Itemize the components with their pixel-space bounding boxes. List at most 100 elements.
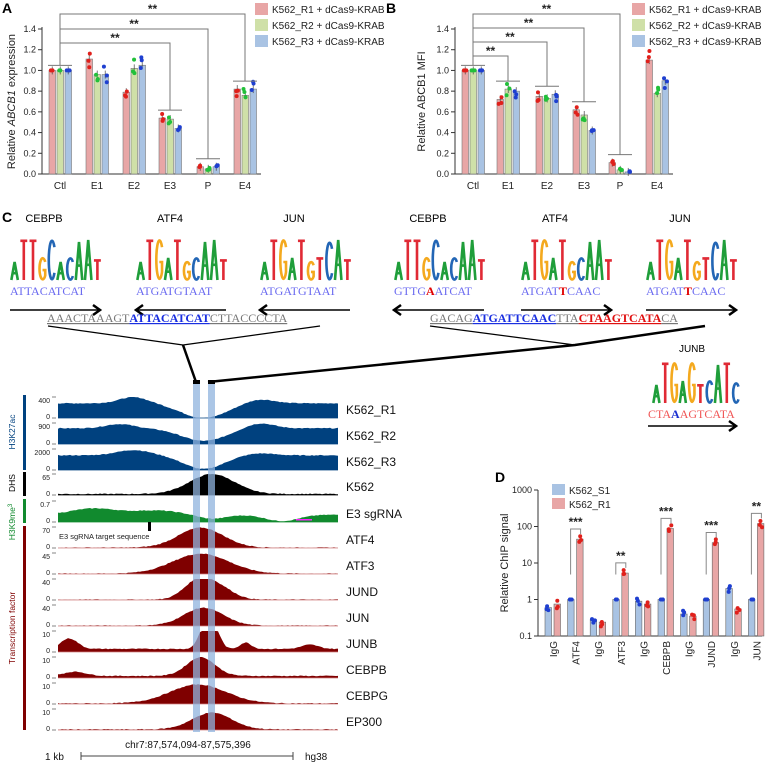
bar <box>657 599 665 637</box>
data-point <box>243 95 248 100</box>
bar <box>461 70 469 175</box>
context-sequence-right: GACAGATGATTCAACTTACTAAGTCATACA <box>430 311 678 325</box>
data-point <box>577 539 582 544</box>
sequence-segment: A <box>426 284 435 298</box>
significance-label: *** <box>569 515 583 529</box>
data-point <box>757 522 762 527</box>
data-point <box>504 93 509 98</box>
region-marker <box>193 380 200 384</box>
motif-name: JUN <box>283 213 304 225</box>
motif-logo-letter-A <box>721 240 727 280</box>
motif-logo-letter-A <box>469 240 475 280</box>
track-label: K562_R2 <box>346 429 396 443</box>
track-scale-max: 45 <box>42 554 50 561</box>
track-group-bar <box>23 395 26 470</box>
y-tick-label: 1.0 <box>436 65 449 75</box>
data-point <box>658 597 663 602</box>
motif-logo-letter-T <box>30 241 37 280</box>
track-label: JUND <box>346 585 378 599</box>
legend-swatch <box>255 19 268 31</box>
motif-logo-letter-G <box>694 262 700 279</box>
motif-logo-letter-C <box>733 383 738 402</box>
y-tick-label: 1.4 <box>23 24 36 34</box>
orientation-arrow-icon <box>603 303 614 317</box>
x-tick-label: ATF3 <box>617 641 628 665</box>
track-group-label: Transcription factor <box>7 592 17 665</box>
data-point <box>621 571 626 576</box>
x-tick-label: E4 <box>239 181 252 192</box>
motif-logo-letter-A <box>395 262 401 280</box>
track-scale-max: 900 <box>38 424 50 431</box>
y-tick-label: 0.4 <box>436 128 449 138</box>
motif-name: ATF4 <box>157 213 183 225</box>
bar <box>580 114 588 175</box>
y-axis-label-part: expression <box>6 34 18 90</box>
bar <box>588 130 596 175</box>
data-point <box>598 624 603 629</box>
motif-logo <box>261 240 350 280</box>
track-label: ATF3 <box>346 559 375 573</box>
genome-build-label: hg38 <box>305 752 328 763</box>
data-point <box>87 65 92 70</box>
data-point <box>235 88 240 93</box>
scale-bar-label: 1 kb <box>45 752 64 763</box>
data-point <box>591 620 596 625</box>
track-group-label-superscript: 3 <box>8 503 14 507</box>
track-signal <box>58 397 338 418</box>
data-point <box>656 85 661 90</box>
track-scale-min: 0 <box>46 518 50 525</box>
motif-logo-letter-A <box>441 262 447 280</box>
bar <box>233 88 241 175</box>
sequence-segment: T <box>684 284 692 298</box>
sequence-segment: CTAAGTCATA <box>579 311 662 325</box>
motif-logo-letter-T <box>697 385 704 403</box>
y-axis-label: Relative ABCB1 MFI <box>416 51 428 151</box>
y-tick-label: 1000 <box>512 485 532 495</box>
sequence-segment: ATGAT <box>646 284 685 298</box>
bar <box>621 572 629 637</box>
x-tick-label: E1 <box>502 181 515 192</box>
data-point <box>669 523 674 528</box>
bar <box>535 96 543 175</box>
data-point <box>621 568 626 573</box>
bar <box>757 523 765 637</box>
zoom-connector-right <box>207 324 706 384</box>
motif-logo <box>137 240 226 280</box>
data-point <box>207 166 212 171</box>
panel-label-a: A <box>2 0 12 16</box>
locus-label: chr7:87,574,094-87,575,396 <box>125 740 251 751</box>
motif-logo-letter-C <box>451 258 457 279</box>
track-group-bar <box>23 472 26 496</box>
bar <box>469 70 477 175</box>
data-point <box>535 90 540 95</box>
data-point <box>574 105 579 110</box>
significance-bracket <box>570 528 582 575</box>
sequence-segment: CAAC <box>567 284 600 298</box>
track-scale-min: 0 <box>46 544 50 551</box>
motif-logo-letter-T <box>404 241 411 280</box>
track-scale-max: 2000 <box>34 450 50 457</box>
motif-logo-letter-A <box>211 240 217 280</box>
data-point <box>618 167 623 172</box>
significance-label: ** <box>129 17 139 31</box>
data-point <box>249 87 254 92</box>
motif-logo-letter-A <box>261 262 267 280</box>
panel-label-b: B <box>386 0 396 16</box>
data-point <box>568 597 573 602</box>
motif-logo-letter-G <box>156 240 162 278</box>
legend-swatch <box>255 3 268 15</box>
bar <box>748 599 756 637</box>
legend-swatch <box>632 35 645 47</box>
sequence-segment: ATGAT <box>521 284 560 298</box>
data-point <box>177 125 182 130</box>
track-label: CEBPG <box>346 689 388 703</box>
track-scale-max: 10 <box>42 684 50 691</box>
bar <box>612 599 620 637</box>
significance-label: ** <box>752 499 762 513</box>
motif-site-sequence: GTTGAATCAT <box>394 284 473 298</box>
y-tick-label: 0.0 <box>23 169 36 179</box>
zoom-connector-right <box>429 325 576 346</box>
sgrna-target-marker <box>148 522 151 531</box>
data-point <box>555 604 560 609</box>
bar <box>711 542 720 637</box>
